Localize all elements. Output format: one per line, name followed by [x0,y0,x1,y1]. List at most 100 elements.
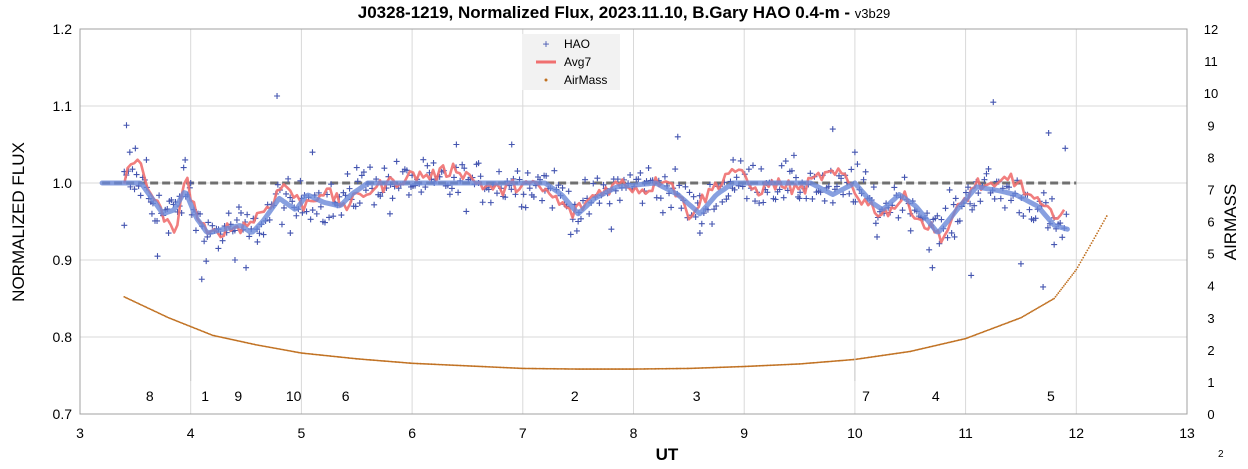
airmass-point [416,362,419,365]
airmass-point [351,357,354,360]
airmass-point [786,363,788,366]
airmass-point [528,367,531,370]
airmass-point [1017,317,1020,320]
airmass-point [892,352,895,355]
airmass-point [537,367,539,370]
airmass-point [830,360,833,363]
airmass-point [357,358,360,360]
airmass-point [174,319,177,322]
airmass-point [1098,227,1101,230]
y-tick-label-0: 0.7 [53,406,73,422]
airmass-point [373,359,376,362]
airmass-point [739,365,741,368]
airmass-point [979,331,982,334]
airmass-point [395,361,398,363]
airmass-point [573,368,575,370]
airmass-point [391,360,394,363]
airmass-point [542,367,545,370]
airmass-point [207,332,210,335]
airmass-point [494,366,497,369]
airmass-point [925,346,928,349]
airmass-point [823,361,826,363]
airmass-point [1015,318,1018,321]
hao-point [424,162,431,169]
airmass-point [182,322,185,325]
hao-point [518,203,525,210]
hao-point [293,212,300,219]
airmass-point [701,367,704,369]
airmass-point [614,368,617,370]
airmass-point [776,364,779,366]
airmass-point [847,359,849,361]
airmass-point [461,364,463,367]
airmass-point [124,296,127,299]
hao-point [1008,197,1015,204]
airmass-point [1018,317,1021,320]
airmass-point [276,347,279,350]
airmass-point [737,365,740,368]
airmass-point [151,309,153,311]
airmass-point [859,357,862,360]
airmass-point [693,367,696,370]
airmass-point [721,366,723,369]
airmass-point [838,359,841,362]
hao-point [981,176,988,183]
airmass-point [1053,297,1056,300]
airmass-point [1049,300,1051,302]
airmass-point [568,368,571,370]
airmass-point [205,331,207,334]
airmass-point [970,335,973,338]
hao-point [676,182,683,189]
hao-point [346,185,353,192]
airmass-point [560,367,563,370]
airmass-point [986,329,989,332]
airmass-point [173,319,175,321]
airmass-point [696,367,699,370]
airmass-point [1047,300,1050,303]
hao-point [582,176,589,183]
airmass-point [906,350,909,353]
hao-point [180,164,187,171]
hao-point [477,173,484,180]
airmass-point [931,345,934,348]
hao-point [530,193,537,200]
hao-point [872,220,879,227]
airmass-point [260,344,263,347]
legend-marker-hao: + [542,37,549,51]
airmass-point [631,368,634,370]
hao-point [274,92,281,99]
hao-point [496,168,503,175]
airmass-point [1104,217,1107,220]
hao-point [807,170,814,177]
airmass-point [228,338,231,340]
airmass-point [164,315,167,318]
hao-point [962,189,969,196]
hao-point [418,189,425,196]
hao-point [977,198,984,205]
airmass-point [224,337,227,340]
hao-point [1026,206,1033,213]
annotation-label-3: 10 [286,388,302,404]
airmass-point [678,367,681,370]
airmass-point [250,342,253,345]
airmass-point [599,368,602,370]
hao-point [455,189,462,196]
airmass-point [848,359,851,361]
legend: + HAO Avg7 AirMass [522,34,620,90]
airmass-point [1100,225,1103,227]
airmass-point [896,352,899,355]
airmass-point [268,346,271,349]
hao-point [1040,283,1047,290]
airmass-point [715,366,718,369]
hao-point [377,193,384,200]
airmass-point [1036,307,1039,310]
airmass-point [793,363,795,366]
airmass-point [438,363,441,366]
airmass-point [419,362,422,365]
airmass-point [1078,263,1080,266]
airmass-point [184,323,187,326]
airmass-point [274,347,277,350]
airmass-point [1050,299,1053,302]
annotation-label-7: 7 [862,388,870,404]
airmass-point [679,367,682,370]
